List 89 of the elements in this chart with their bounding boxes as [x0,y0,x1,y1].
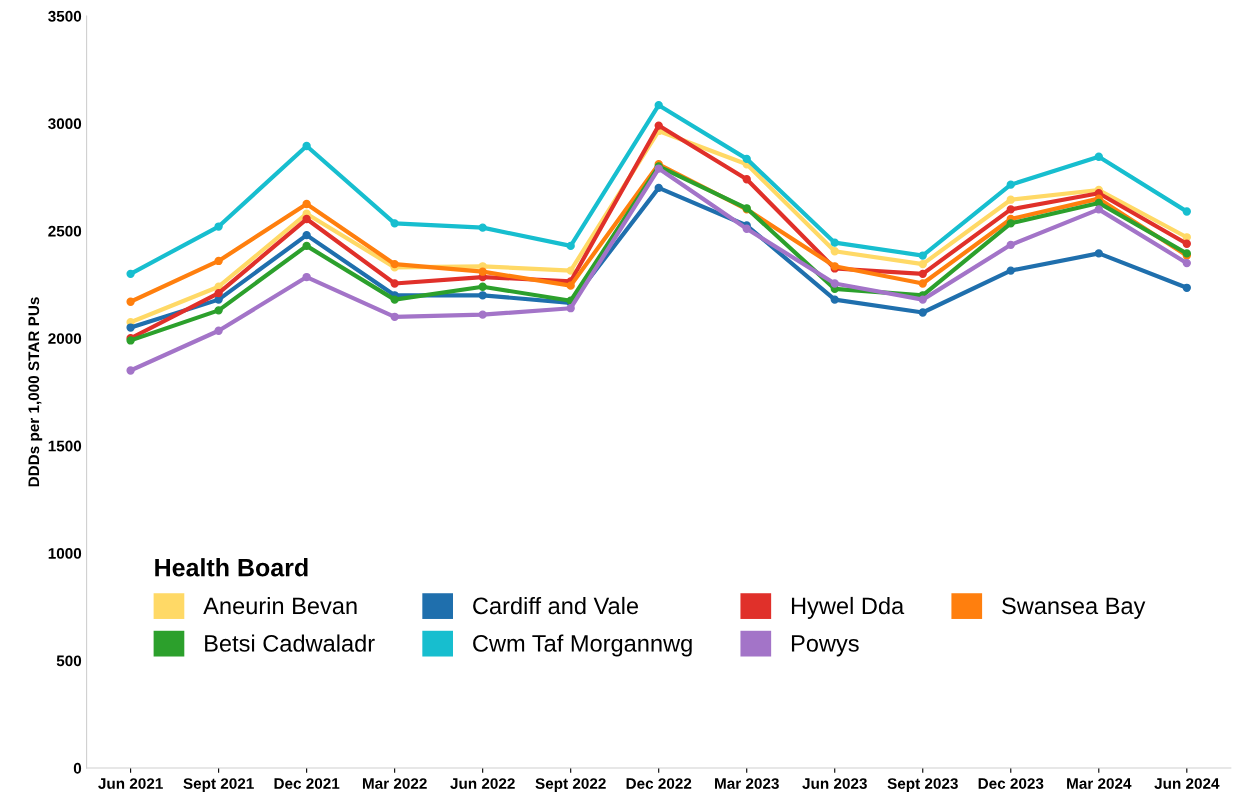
x-tick-label: Sept 2021 [183,778,254,792]
point [478,310,487,319]
point [302,199,311,209]
point [126,366,135,375]
point [126,269,135,278]
legend-label: Cwm Taf Morgannwg [473,634,692,657]
point [566,304,575,313]
point [302,141,311,151]
point [1006,205,1015,214]
point [302,241,311,251]
point [214,306,223,315]
point [566,281,575,290]
point [1006,180,1015,189]
legend-title: Health Board [155,558,308,577]
point [1182,233,1191,242]
point [126,323,135,332]
point [214,222,223,231]
point [1182,258,1191,268]
point [1182,239,1191,248]
x-tick-label: Sept 2023 [887,778,958,792]
point [126,297,135,306]
point [390,219,399,228]
y-tick-label: 1000 [48,548,82,559]
point [302,272,311,282]
legend-label: Aneurin Bevan [203,596,357,615]
point [214,295,223,304]
x-tick-label: Mar 2022 [362,778,427,789]
point [1006,240,1015,249]
point [918,295,927,304]
point [918,279,927,288]
x-tick-label: Mar 2024 [1067,778,1132,789]
x-tick-label: Jun 2024 [1154,778,1220,789]
point [390,279,399,288]
point [1094,152,1103,161]
y-tick-label: 2000 [48,333,82,344]
point [830,238,839,247]
x-tick-label: Mar 2023 [715,778,779,789]
legend-label: Betsi Cadwaladr [205,634,375,652]
y-tick-label: 3500 [48,10,82,22]
x-tick-label: Jun 2022 [450,778,515,789]
point [1094,249,1103,258]
point [654,183,663,193]
point [1182,283,1191,292]
y-tick-label: 2500 [48,225,82,237]
point [566,266,575,275]
point [214,326,223,335]
y-tick-label: 3000 [48,118,82,130]
x-tick-label: Jun 2021 [98,778,163,789]
y-tick-label: 1500 [48,440,82,452]
point [654,121,663,130]
x-tick-label: Dec 2022 [626,778,692,789]
point [918,251,927,260]
x-tick-label: Jun 2023 [802,778,867,789]
point [478,267,487,276]
point [478,282,487,291]
legend-label: Swansea Bay [1002,597,1146,619]
y-tick-label: 0 [73,762,82,774]
x-tick-label: Dec 2021 [274,778,340,789]
point [1006,266,1015,275]
point [1006,195,1015,204]
point [918,259,927,269]
point [214,256,223,266]
legend-label: Cardiff and Vale [473,596,639,615]
point [830,295,839,304]
point [1006,219,1015,228]
legend-label: Powys [791,635,859,657]
point [742,175,751,184]
point [302,230,311,240]
point [390,259,399,269]
point [390,295,399,304]
legend-label: Hywel Dda [791,596,905,619]
point [830,279,839,288]
point [918,269,927,278]
y-axis-title: DDDs per 1,000 STAR PUs [28,297,43,487]
point [742,154,751,164]
point [830,247,839,256]
point [654,100,663,110]
point [918,308,927,317]
point [214,288,223,298]
point [478,223,487,232]
point [1182,207,1191,216]
point [566,241,575,251]
x-tick-label: Sept 2022 [535,778,606,792]
x-tick-label: Dec 2023 [978,778,1044,789]
point [302,214,311,224]
y-tick-label: 500 [56,655,82,667]
point [478,291,487,300]
point [1094,205,1103,214]
point [390,312,399,321]
